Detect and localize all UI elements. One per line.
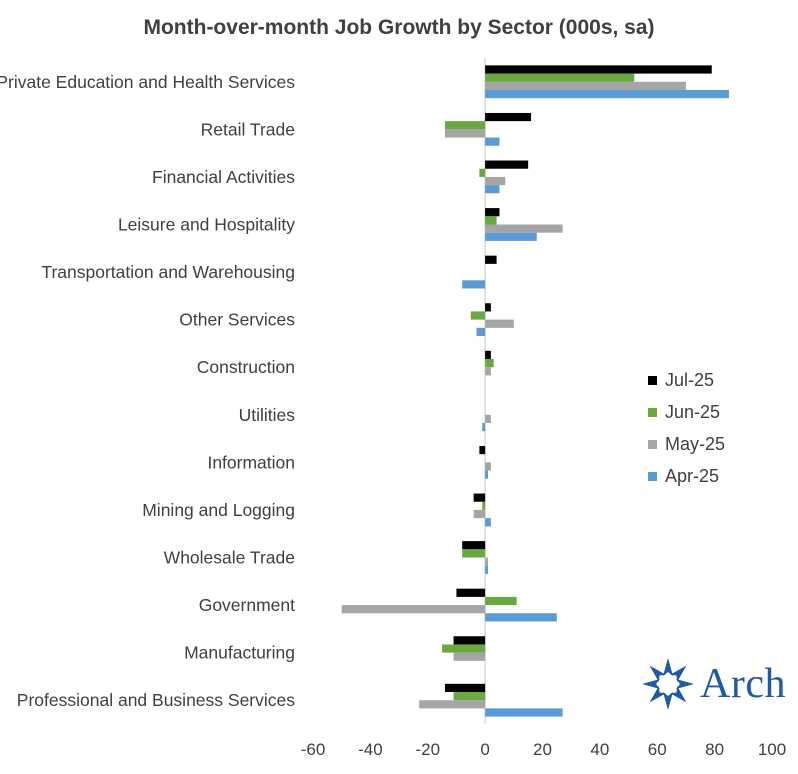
chart-title: Month-over-month Job Growth by Sector (0… [143, 16, 655, 39]
x-tick-label-neg60: -60 [301, 740, 326, 759]
category-label-financial-activities: Financial Activities [152, 167, 295, 187]
bar-apr-25-private-education-and-health-services [485, 89, 729, 99]
bar-may-25-retail-trade [444, 129, 486, 138]
bar-jul-25-professional-and-business-services [444, 683, 486, 693]
bar-may-25-private-education-and-health-services [485, 81, 686, 90]
bar-may-25-leisure-and-hospitality [485, 224, 563, 233]
legend-label-jul-25: Jul-25 [665, 369, 715, 390]
bar-jul-25-information [479, 445, 486, 455]
bar-apr-25-other-services [476, 327, 486, 337]
bar-apr-25-retail-trade [485, 137, 500, 146]
bar-jul-25-manufacturing [453, 636, 486, 645]
x-tick-label-80: 80 [705, 740, 724, 759]
legend-item-apr-25: Apr-25 [648, 460, 725, 492]
bar-may-25-other-services [485, 319, 514, 328]
legend-swatch-jul-25 [648, 375, 657, 385]
category-label-private-education-and-health-services: Private Education and Health Services [0, 72, 295, 92]
bar-apr-25-information [485, 470, 488, 479]
bar-may-25-information [485, 462, 491, 471]
bar-may-25-wholesale-trade [485, 557, 488, 566]
bar-may-25-mining-and-logging [473, 509, 486, 519]
bar-jul-25-other-services [485, 303, 491, 312]
legend-item-may-25: May-25 [648, 428, 725, 460]
category-label-transportation-and-warehousing: Transportation and Warehousing [41, 262, 295, 282]
bar-jun-25-manufacturing [442, 644, 486, 653]
bar-jul-25-wholesale-trade [462, 541, 486, 550]
bar-jul-25-private-education-and-health-services [485, 65, 712, 74]
arch-logo: Arch [640, 654, 798, 718]
legend-item-jul-25: Jul-25 [648, 364, 725, 396]
category-label-leisure-and-hospitality: Leisure and Hospitality [118, 215, 295, 235]
legend-label-may-25: May-25 [665, 433, 726, 454]
category-label-construction: Construction [197, 357, 295, 377]
x-tick-label-60: 60 [648, 740, 667, 759]
bar-jun-25-wholesale-trade [462, 549, 486, 558]
category-label-utilities: Utilities [239, 405, 296, 425]
legend-swatch-apr-25 [648, 471, 657, 481]
bar-may-25-construction [485, 367, 491, 376]
bar-jul-25-retail-trade [485, 112, 532, 122]
x-tick-label-100: 100 [758, 740, 786, 759]
category-label-wholesale-trade: Wholesale Trade [164, 548, 295, 568]
bar-apr-25-professional-and-business-services [485, 708, 563, 717]
bar-jul-25-transportation-and-warehousing [485, 255, 497, 264]
bar-may-25-professional-and-business-services [419, 700, 486, 709]
bar-jun-25-other-services [470, 311, 486, 320]
x-tick-label-neg40: -40 [358, 740, 383, 759]
arch-star-icon [642, 658, 694, 710]
bar-jun-25-mining-and-logging [482, 501, 486, 510]
bar-jun-25-private-education-and-health-services [485, 73, 635, 82]
arch-logo-text: Arch [700, 661, 786, 707]
bar-apr-25-government [485, 613, 557, 622]
bar-may-25-manufacturing [453, 652, 486, 661]
bar-jul-25-government [456, 588, 486, 597]
bar-may-25-government [341, 605, 486, 614]
bar-apr-25-utilities [482, 422, 486, 432]
category-label-professional-and-business-services: Professional and Business Services [17, 690, 295, 710]
bar-apr-25-leisure-and-hospitality [485, 232, 537, 241]
bar-jun-25-construction [485, 359, 494, 368]
bar-apr-25-transportation-and-warehousing [462, 280, 486, 289]
bar-jun-25-leisure-and-hospitality [485, 216, 497, 225]
bar-may-25-financial-activities [485, 176, 506, 186]
bar-may-25-utilities [485, 414, 491, 423]
bar-jul-25-construction [485, 350, 491, 360]
bar-apr-25-financial-activities [485, 185, 500, 194]
category-label-information: Information [207, 452, 295, 472]
bar-jun-25-financial-activities [479, 168, 486, 177]
legend: Jul-25 Jun-25 May-25 Apr-25 [648, 364, 725, 492]
legend-label-jun-25: Jun-25 [665, 401, 721, 422]
x-tick-label-neg20: -20 [415, 740, 440, 759]
bar-jul-25-leisure-and-hospitality [485, 208, 500, 217]
x-tick-label-20: 20 [533, 740, 552, 759]
bar-jun-25-government [485, 596, 517, 606]
category-label-other-services: Other Services [179, 310, 295, 330]
legend-label-apr-25: Apr-25 [665, 465, 720, 486]
bar-jun-25-professional-and-business-services [453, 692, 486, 701]
bar-jul-25-financial-activities [485, 160, 529, 169]
category-label-mining-and-logging: Mining and Logging [142, 500, 295, 520]
bar-apr-25-wholesale-trade [485, 565, 488, 574]
bar-jun-25-retail-trade [444, 121, 486, 130]
category-label-manufacturing: Manufacturing [184, 643, 295, 663]
legend-item-jun-25: Jun-25 [648, 396, 725, 428]
bar-jul-25-mining-and-logging [473, 493, 486, 502]
category-label-retail-trade: Retail Trade [201, 119, 295, 139]
legend-swatch-jun-25 [648, 407, 657, 417]
legend-swatch-may-25 [648, 439, 657, 449]
bar-apr-25-mining-and-logging [485, 518, 491, 527]
x-tick-label-0: 0 [480, 740, 489, 759]
x-tick-label-40: 40 [590, 740, 609, 759]
category-label-government: Government [199, 595, 295, 615]
